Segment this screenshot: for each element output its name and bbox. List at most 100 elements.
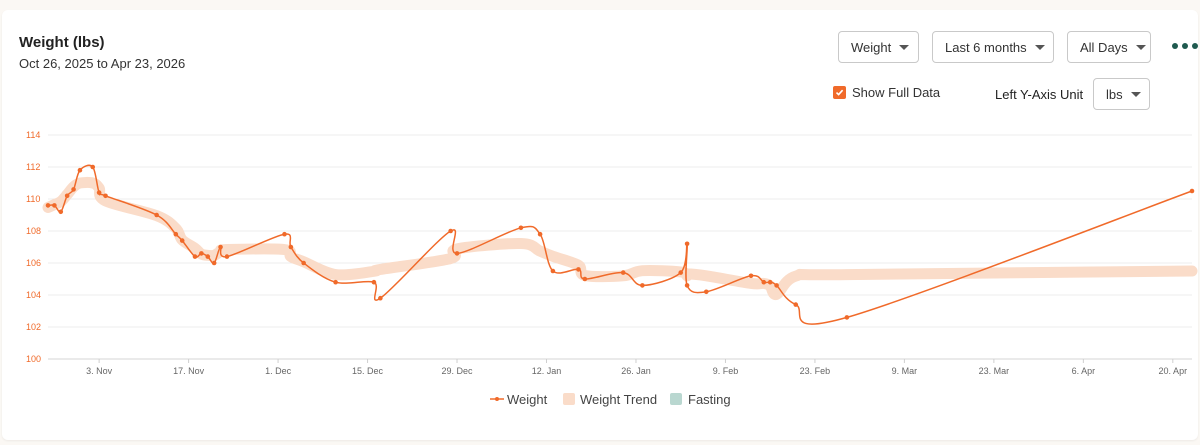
weight-point[interactable] [333,279,338,285]
weight-point[interactable] [179,238,185,243]
weight-point[interactable] [448,228,453,234]
chevron-down-icon [1135,44,1146,50]
x-tick-label: 1. Dec [265,366,292,376]
legend-item-weight[interactable]: Weight [490,392,548,407]
x-tick-label: 6. Apr [1072,366,1096,376]
weight-point[interactable] [537,231,543,237]
weight-point[interactable] [371,279,377,285]
chart-card [2,10,1198,440]
weight-point[interactable] [58,209,64,215]
weight-point[interactable] [550,268,556,274]
legend-item-weight-trend[interactable]: Weight Trend [563,392,657,407]
weight-point[interactable] [199,251,204,256]
weight-point[interactable] [703,289,709,295]
y-tick-label: 106 [26,258,41,268]
legend-weight-marker [495,397,499,401]
metric-dropdown-label: Weight [851,39,892,55]
weight-point[interactable] [793,302,799,307]
unit-dropdown[interactable]: lbs [1093,78,1150,110]
checkbox-checked-icon[interactable] [833,86,846,99]
y-tick-label: 112 [26,162,40,172]
show-full-data-toggle[interactable]: Show Full Data [833,85,940,100]
y-tick-label: 104 [26,290,41,300]
weight-point[interactable] [71,187,76,192]
weight-point[interactable] [96,190,102,195]
x-tick-label: 3. Nov [86,366,113,376]
y-tick-label: 110 [26,194,40,204]
weight-point[interactable] [173,231,179,237]
dot [1182,43,1188,49]
dot [1172,43,1178,49]
more-dots-icon[interactable] [1172,43,1198,49]
x-tick-label: 23. Feb [800,366,831,376]
weight-point[interactable] [576,267,581,272]
dot [1192,43,1198,49]
weight-point[interactable] [454,251,460,256]
unit-dropdown-label: lbs [1106,86,1123,102]
weight-point[interactable] [378,295,383,301]
period-dropdown-label: Last 6 months [945,39,1027,55]
weight-point[interactable] [1189,188,1195,194]
weight-point[interactable] [103,193,108,199]
weight-point[interactable] [620,270,626,275]
weight-point[interactable] [64,193,70,199]
weight-point[interactable] [90,164,96,170]
x-tick-label: 12. Jan [532,366,562,376]
weight-point[interactable] [684,241,690,247]
legend-trend-label: Weight Trend [580,392,657,407]
legend-fasting-swatch [670,393,682,405]
legend: Weight Weight Trend Fasting [490,392,731,407]
period-dropdown[interactable]: Last 6 months [932,31,1054,63]
weight-point[interactable] [211,260,217,266]
show-full-data-label: Show Full Data [852,85,941,100]
weight-point[interactable] [678,270,684,275]
days-dropdown[interactable]: All Days [1067,31,1151,63]
weight-points [45,164,1195,320]
x-tick-label: 17. Nov [173,366,205,376]
legend-fasting-label: Fasting [688,392,731,407]
legend-item-fasting[interactable]: Fasting [670,392,731,407]
weight-point[interactable] [748,273,754,279]
date-range: Oct 26, 2025 to Apr 23, 2026 [19,56,186,71]
chevron-down-icon [1130,91,1141,97]
weight-point[interactable] [218,244,223,250]
weight-point[interactable] [301,260,306,266]
grid-lines [48,134,1192,360]
x-tick-label: 9. Feb [713,366,739,376]
x-tick-label: 20. Apr [1159,366,1188,376]
y-tick-label: 114 [26,130,40,140]
x-tick-label: 9. Mar [892,366,918,376]
weight-point[interactable] [518,225,524,231]
weight-point[interactable] [52,203,57,208]
x-tick-label: 29. Dec [442,366,474,376]
weight-point[interactable] [192,254,198,259]
legend-trend-swatch [563,393,575,405]
legend-weight-label: Weight [507,392,548,407]
y-axis-unit-label: Left Y-Axis Unit [995,87,1084,102]
weight-point[interactable] [640,283,645,288]
x-axis: 3. Nov 17. Nov 1. Dec 15. Dec 29. Dec 12. Jan… [86,359,1187,376]
weight-point[interactable] [844,315,850,320]
weight-point[interactable] [224,254,230,259]
weight-point[interactable] [288,244,294,250]
metric-dropdown[interactable]: Weight [838,31,919,63]
x-tick-label: 26. Jan [621,366,651,376]
weight-point[interactable] [205,254,211,259]
weight-point[interactable] [582,276,588,282]
chevron-down-icon [1034,44,1045,50]
y-tick-label: 102 [26,322,41,332]
weight-point[interactable] [282,231,287,237]
x-tick-label: 15. Dec [352,366,384,376]
weight-point[interactable] [154,212,159,218]
days-dropdown-label: All Days [1080,39,1128,55]
weight-point[interactable] [77,167,83,173]
weight-point[interactable] [774,283,779,288]
weight-point[interactable] [767,279,773,285]
y-tick-label: 100 [26,354,41,364]
weight-point[interactable] [761,279,767,285]
weight-point[interactable] [684,283,690,288]
weight-point[interactable] [45,203,51,208]
y-axis: 100 102 104 106 108 110 112 114 [26,130,41,364]
chevron-down-icon [899,44,910,50]
